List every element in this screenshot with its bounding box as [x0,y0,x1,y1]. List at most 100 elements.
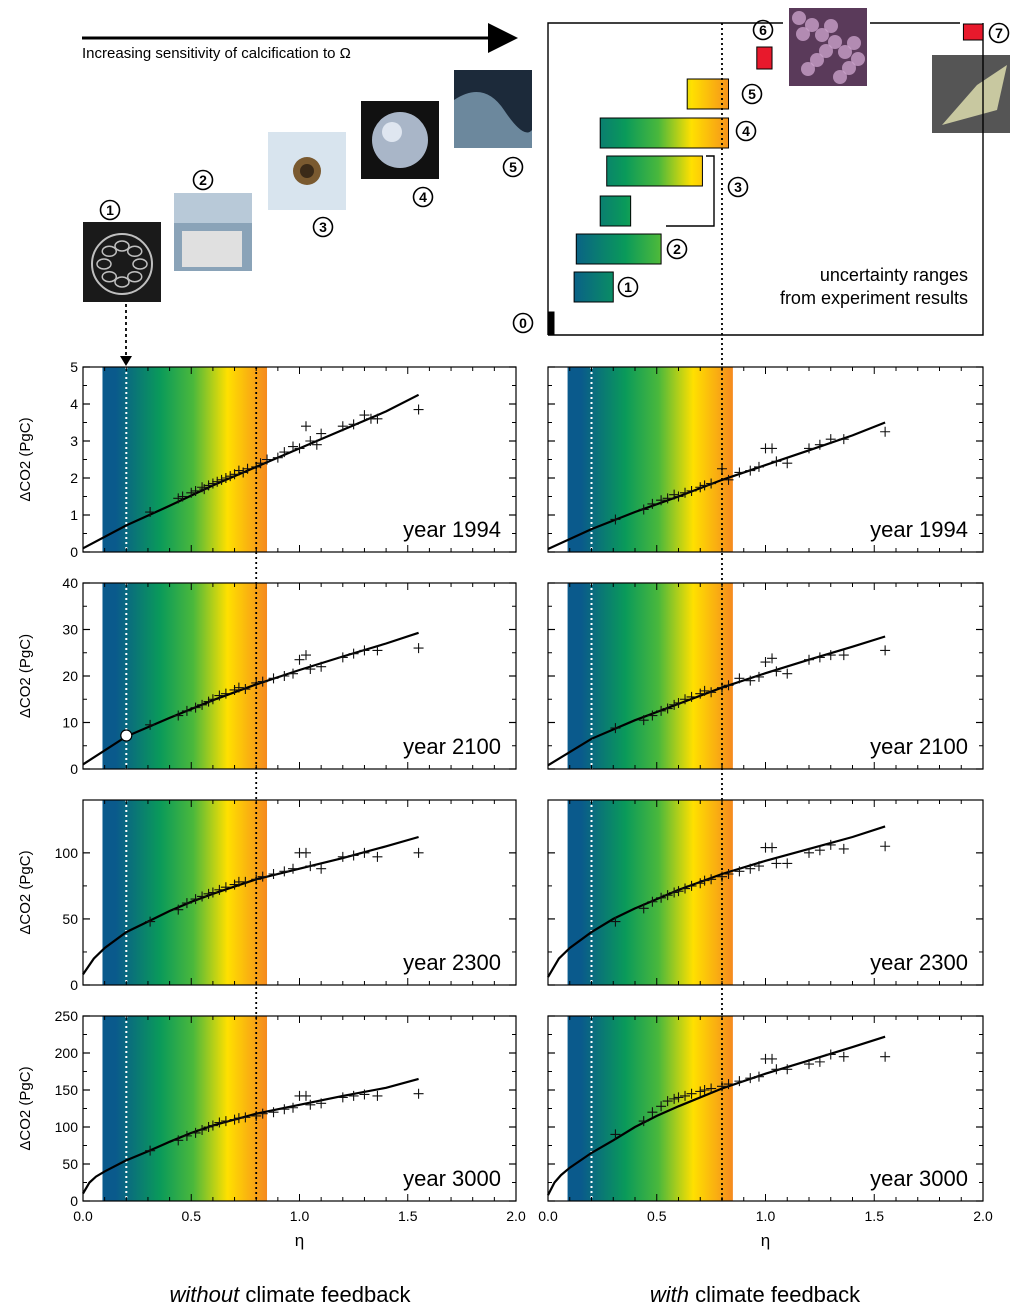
y-tick-label: 50 [62,1156,78,1172]
data-point [233,465,244,476]
shaded-band [102,367,268,552]
data-point [197,482,208,493]
data-point [706,687,717,698]
photo-number-2-circle [192,169,214,191]
data-point [220,882,231,893]
photo-number-5: 5 [509,159,517,175]
data-point [240,1112,251,1123]
data-point [838,650,849,661]
mesocosm-bags-photo-sky [174,193,252,223]
data-point [257,676,268,687]
shaded-band [567,583,733,769]
panel-right-1994: year 1994 [547,366,984,553]
data-point [825,434,836,445]
data-point [288,863,299,874]
shaded-band [102,800,268,985]
data-point [288,668,299,679]
data-point [279,447,290,458]
fit-curve [82,1077,419,1195]
y-axis-label: ΔCO2 (PgC) [17,1066,34,1150]
coccolithophore-photo-plate [114,240,130,252]
x-tick-label: 0.0 [538,1208,558,1224]
data-point [680,1090,691,1101]
data-point [673,697,684,708]
data-point [220,688,231,699]
data-point [745,863,756,874]
data-point [723,1079,734,1090]
coccosphere-sem-photo [361,101,439,179]
data-point [753,671,764,682]
data-point [662,493,673,504]
x-tick-label: 1.5 [398,1208,418,1224]
data-point [372,851,383,862]
y-tick-label: 30 [62,622,78,638]
data-point [145,719,156,730]
data-point [207,478,218,489]
data-point [257,1108,268,1119]
panel-left-1994: 0 1 2 3 4 5 ΔCO2 (PgC) year 1994 [17,359,517,560]
uncertainty-panel-frame [547,22,984,336]
year-label: year 1994 [870,517,968,542]
year-label: year 1994 [403,517,501,542]
data-point [771,858,782,869]
range-bar-6 [756,46,773,70]
foraminifera-photo [268,132,346,210]
data-point [348,648,359,659]
data-point [804,847,814,858]
data-point [745,675,756,686]
data-point [880,1051,891,1062]
data-point [229,684,240,695]
shaded-band [567,1016,733,1201]
data-point [610,723,621,734]
data-point [225,471,236,482]
data-point [203,888,214,899]
coccolithophore-photo-plate [101,270,118,283]
range-bar-0 [547,311,555,335]
data-point [838,843,849,854]
range-bracket-3 [666,155,715,227]
data-point [220,473,231,483]
data-point [838,434,849,445]
coccolithophore-photo-plate [126,245,143,258]
coral-photo-polyp [847,36,861,50]
uncertainty-panel: 0 1 2 3 4 5 uncertainty ranges from experiment … [512,22,984,336]
panel-right-2100: year 2100 [547,582,984,770]
data-point [686,485,697,496]
data-point [305,1099,316,1110]
data-point [300,1090,311,1101]
coral-photo-polyp [805,18,819,32]
photo-number-4: 4 [419,189,427,205]
data-point [173,493,184,504]
panel-right-2300: year 2300 [547,799,984,986]
data-point [372,1090,383,1101]
data-point [177,491,188,502]
data-point [638,504,649,515]
data-point [207,1120,218,1131]
data-point [638,903,649,914]
data-point [699,685,710,696]
data-point [734,1076,745,1087]
coccosphere-sem-photo-plate [382,122,402,142]
range-number-3: 3 [734,179,742,195]
bloom-satellite-photo-swirl [454,92,532,148]
data-point [745,465,756,476]
data-point [288,1102,299,1113]
data-point [294,443,305,454]
coccolithophore-photo-plate [126,270,143,283]
data-point [145,507,156,518]
photo-number-5-circle [502,156,524,178]
range-bar-7 [962,23,984,41]
data-point [145,916,156,927]
data-point [723,474,734,485]
year-label: year 3000 [403,1166,501,1191]
data-point [203,480,214,491]
y-tick-label: 40 [62,575,78,591]
range-bar-4 [599,117,730,149]
data-point [348,850,359,861]
year-label: year 2100 [403,734,501,759]
data-point [288,441,299,452]
panel-left-2300: 0 50 100 ΔCO2 (PgC) year 2300 [17,799,517,993]
data-point [706,874,717,885]
data-point [880,645,891,656]
